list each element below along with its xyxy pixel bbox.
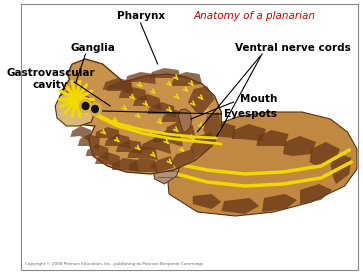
Polygon shape — [119, 87, 147, 102]
Polygon shape — [125, 72, 156, 84]
Text: Pharynx: Pharynx — [117, 11, 165, 21]
Polygon shape — [147, 102, 177, 118]
Polygon shape — [203, 112, 221, 144]
Circle shape — [89, 102, 101, 116]
Polygon shape — [116, 140, 142, 154]
Text: Eyespots: Eyespots — [224, 109, 277, 119]
Polygon shape — [105, 134, 131, 149]
Circle shape — [82, 102, 89, 110]
Polygon shape — [162, 110, 191, 126]
Polygon shape — [150, 68, 180, 78]
Polygon shape — [70, 126, 91, 141]
Polygon shape — [256, 130, 289, 146]
Circle shape — [69, 91, 83, 107]
Text: Gastrovascular
cavity: Gastrovascular cavity — [6, 68, 95, 90]
Polygon shape — [103, 78, 131, 91]
Polygon shape — [153, 130, 183, 147]
Polygon shape — [310, 142, 340, 166]
Polygon shape — [55, 92, 95, 126]
Polygon shape — [150, 156, 174, 172]
Polygon shape — [203, 121, 236, 138]
Polygon shape — [188, 86, 215, 114]
Polygon shape — [193, 194, 221, 209]
Polygon shape — [262, 194, 297, 212]
Polygon shape — [221, 198, 259, 214]
Polygon shape — [171, 149, 196, 168]
Polygon shape — [300, 184, 332, 204]
Polygon shape — [86, 144, 108, 160]
Polygon shape — [140, 138, 171, 154]
Circle shape — [92, 105, 98, 113]
Polygon shape — [167, 112, 357, 216]
Polygon shape — [232, 124, 266, 141]
Polygon shape — [190, 132, 215, 158]
Polygon shape — [129, 158, 158, 172]
Polygon shape — [283, 136, 316, 156]
Polygon shape — [165, 121, 196, 138]
Polygon shape — [171, 72, 202, 86]
Polygon shape — [169, 148, 193, 166]
Text: Mouth: Mouth — [240, 94, 278, 104]
Text: Copyright © 2008 Pearson Education, Inc., publishing as Pearson Benjamin Cumming: Copyright © 2008 Pearson Education, Inc.… — [25, 262, 203, 266]
Polygon shape — [152, 149, 180, 184]
Text: Ventral nerve cords: Ventral nerve cords — [234, 43, 350, 53]
Polygon shape — [106, 81, 133, 95]
Polygon shape — [112, 158, 139, 172]
Polygon shape — [180, 130, 209, 149]
Polygon shape — [78, 134, 100, 150]
Polygon shape — [179, 109, 192, 132]
Text: Anatomy of a planarian: Anatomy of a planarian — [193, 11, 315, 21]
Polygon shape — [95, 127, 120, 142]
Polygon shape — [330, 154, 351, 184]
Polygon shape — [95, 152, 120, 168]
Polygon shape — [127, 146, 158, 160]
Text: Ganglia: Ganglia — [71, 43, 115, 53]
Circle shape — [79, 99, 92, 113]
Polygon shape — [60, 59, 221, 174]
Polygon shape — [133, 94, 162, 110]
